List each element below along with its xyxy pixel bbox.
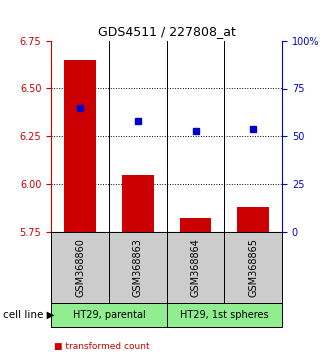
Bar <box>180 218 212 232</box>
Bar <box>64 60 96 232</box>
Text: HT29, parental: HT29, parental <box>73 310 145 320</box>
Text: GSM368864: GSM368864 <box>190 238 201 297</box>
Title: GDS4511 / 227808_at: GDS4511 / 227808_at <box>98 25 236 38</box>
Text: GSM368863: GSM368863 <box>133 238 143 297</box>
Bar <box>237 207 269 232</box>
Text: cell line ▶: cell line ▶ <box>3 310 55 320</box>
Text: ■ transformed count: ■ transformed count <box>54 342 150 351</box>
Text: HT29, 1st spheres: HT29, 1st spheres <box>180 310 269 320</box>
Bar <box>122 175 154 232</box>
Text: GSM368865: GSM368865 <box>248 238 258 297</box>
Text: GSM368860: GSM368860 <box>75 238 85 297</box>
